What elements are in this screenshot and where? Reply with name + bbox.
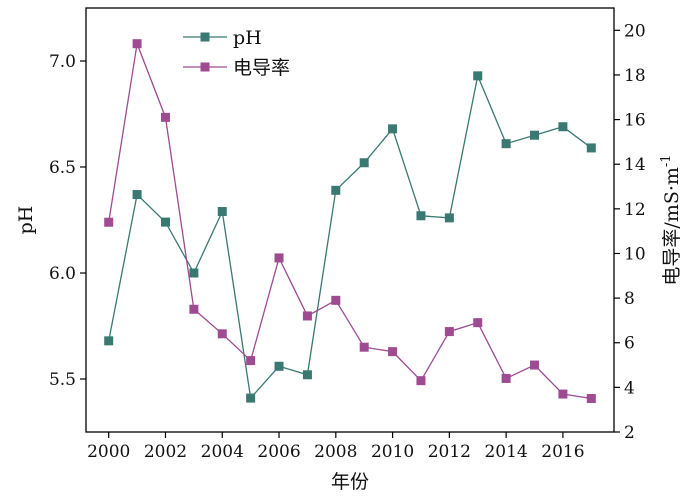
- ph-point: [104, 336, 114, 346]
- y-right-tick-label: 4: [624, 378, 635, 398]
- conductivity-point: [132, 39, 142, 49]
- x-tick-label: 2000: [87, 442, 130, 462]
- y-left-tick-label: 5.5: [49, 370, 76, 390]
- series-layer: [104, 39, 596, 404]
- y-right-tick-label: 2: [624, 423, 635, 443]
- conductivity-point: [246, 356, 256, 366]
- conductivity-point: [302, 311, 312, 321]
- conductivity-point: [217, 329, 227, 339]
- conductivity-point: [104, 217, 114, 227]
- conductivity-point: [331, 295, 341, 305]
- y-right-tick-label: 18: [624, 66, 646, 86]
- x-tick-label: 2016: [541, 442, 584, 462]
- y-left-tick-label: 7.0: [49, 52, 76, 72]
- ph-point: [530, 130, 540, 140]
- conductivity-point: [473, 318, 483, 328]
- y-right-tick-label: 10: [624, 244, 646, 264]
- ph-point: [388, 124, 398, 134]
- x-tick-label: 2002: [144, 442, 187, 462]
- conductivity-point: [359, 342, 369, 352]
- y-left-tick-label: 6.5: [49, 158, 76, 178]
- conductivity-point: [444, 327, 454, 337]
- x-tick-label: 2006: [257, 442, 300, 462]
- ph-point: [189, 268, 199, 278]
- ticks-layer: 2000 2002 2004 2006 2008 2010 2012 2014 20165.56…: [49, 21, 646, 462]
- ph-point: [416, 211, 426, 221]
- ph-point: [586, 143, 596, 153]
- conductivity-point: [416, 376, 426, 386]
- y-right-tick-label: 14: [624, 155, 646, 175]
- y-right-tick-label: 8: [624, 289, 635, 309]
- x-tick-label: 2004: [201, 442, 244, 462]
- conductivity-point: [160, 112, 170, 122]
- ph-point: [246, 393, 256, 403]
- legend: pH 电导率: [183, 27, 290, 79]
- conductivity-point: [530, 360, 540, 370]
- series-line-conductivity: [108, 41, 592, 400]
- y-left-tick-label: 6.0: [49, 264, 76, 284]
- x-axis-title: 年份: [331, 471, 369, 493]
- plot-frame: [85, 7, 615, 433]
- conductivity-point: [189, 304, 199, 314]
- ph-point: [132, 190, 142, 200]
- legend-label: 电导率: [233, 57, 290, 79]
- x-tick-label: 2008: [314, 442, 357, 462]
- legend-marker: [200, 32, 210, 42]
- x-tick-label: 2012: [428, 442, 471, 462]
- y-right-tick-label: 20: [624, 21, 646, 41]
- ph-point: [274, 361, 284, 371]
- ph-point: [558, 122, 568, 132]
- y-axis-right-title-main: 电导率/mS·m: [661, 167, 683, 286]
- ph-point: [331, 185, 341, 195]
- conductivity-point: [586, 394, 596, 404]
- conductivity-point: [388, 347, 398, 357]
- y-right-tick-label: 12: [624, 200, 646, 220]
- legend-label: pH: [233, 27, 262, 49]
- x-tick-label: 2010: [371, 442, 414, 462]
- ph-point: [444, 213, 454, 223]
- y-axis-right-title: 电导率/mS·m-1: [659, 154, 683, 285]
- legend-marker: [200, 62, 210, 72]
- ph-point: [160, 217, 170, 227]
- y-right-tick-label: 16: [624, 111, 646, 131]
- conductivity-point: [558, 389, 568, 399]
- y-axis-right-title-superscript: -1: [659, 154, 674, 167]
- conductivity-point: [274, 253, 284, 263]
- y-right-tick-label: 6: [624, 334, 635, 354]
- x-tick-label: 2014: [484, 442, 527, 462]
- ph-point: [359, 158, 369, 168]
- y-axis-left-title: pH: [15, 206, 37, 235]
- ph-point: [302, 370, 312, 380]
- ph-point: [501, 139, 511, 149]
- ph-point: [473, 71, 483, 81]
- conductivity-point: [501, 373, 511, 383]
- ph-point: [217, 207, 227, 217]
- series-line-ph: [108, 73, 592, 400]
